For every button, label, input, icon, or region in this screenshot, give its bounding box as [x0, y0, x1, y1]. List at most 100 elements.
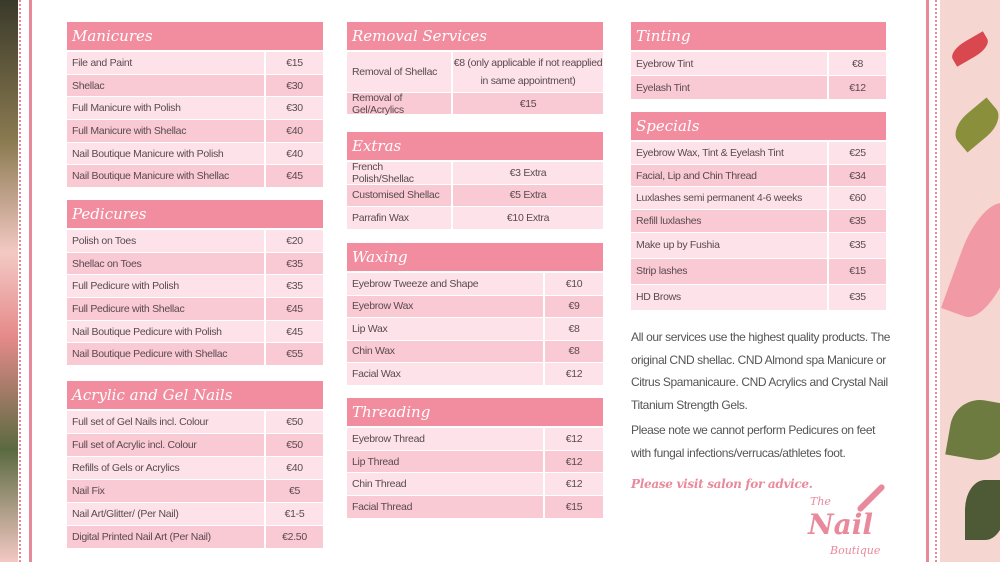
price-row: Facial Wax €12: [347, 363, 603, 385]
price-row: Eyelash Tint €12: [631, 76, 886, 99]
service-price: €8: [851, 57, 864, 70]
service-name: Nail Boutique Pedicure with Shellac: [67, 343, 266, 366]
service-price: €25: [849, 146, 866, 159]
service-name: Eyebrow Wax, Tint & Eyelash Tint: [631, 142, 829, 164]
price-row: Chin Wax €8: [347, 340, 603, 362]
price-row: Eyebrow Wax, Tint & Eyelash Tint €25: [631, 142, 886, 164]
price-row: Removal of Shellac €8 (only applicable if…: [347, 52, 603, 92]
price-row: Eyebrow Tint €8: [631, 52, 886, 75]
section-title: Extras: [347, 132, 603, 160]
price-row: Full Manicure with Polish €30: [67, 97, 323, 120]
service-price: €15: [565, 500, 583, 513]
service-price: €15: [286, 56, 303, 69]
price-row: Eyebrow Thread €12: [347, 428, 603, 450]
price-row: Digital Printed Nail Art (Per Nail) €2.50: [67, 526, 323, 548]
service-name: Full Pedicure with Polish: [67, 275, 266, 298]
service-price: €12: [565, 455, 583, 468]
service-name: Facial, Lip and Chin Thread: [631, 164, 829, 187]
price-row: Nail Boutique Pedicure with Shellac €55: [67, 343, 323, 366]
service-name: Chin Wax: [347, 340, 545, 362]
service-price: €8: [568, 322, 580, 335]
service-price: €12: [565, 367, 583, 380]
price-row: Nail Boutique Pedicure with Polish €45: [67, 320, 323, 343]
service-price: €45: [286, 325, 303, 338]
service-price: €15: [849, 265, 866, 278]
service-price: €1-5: [284, 508, 305, 520]
price-row: File and Paint €15: [67, 52, 323, 74]
service-price: €20: [286, 234, 303, 247]
info-text: All our services use the highest quality…: [631, 326, 891, 467]
section-manicures: Manicures File and Paint €15 Shellac €30 Full…: [67, 22, 323, 188]
price-row: Full set of Acrylic incl. Colour €50: [67, 434, 323, 456]
service-price: €45: [286, 170, 303, 183]
quality-note: All our services use the highest quality…: [631, 330, 890, 412]
logo-nail: Nail: [808, 508, 874, 541]
service-price: €9: [568, 300, 580, 313]
service-name: Customised Shellac: [347, 184, 453, 206]
price-row: Nail Boutique Manicure with Polish €40: [67, 142, 323, 165]
price-row: Full Manicure with Shellac €40: [67, 120, 323, 142]
service-name: Shellac on Toes: [67, 252, 266, 275]
price-row: Make up by Fushia €35: [631, 232, 886, 258]
service-price: €30: [286, 79, 303, 92]
price-row: Shellac on Toes €35: [67, 252, 323, 275]
service-price: €35: [849, 291, 866, 304]
service-name: Shellac: [67, 74, 266, 97]
section-removal: Removal Services Removal of Shellac €8 (on…: [347, 22, 603, 116]
service-name: Facial Thread: [347, 496, 545, 518]
service-price: €35: [286, 280, 303, 293]
section-waxing: Waxing Eyebrow Tweeze and Shape €10 Eyebrow…: [347, 243, 603, 386]
service-price: €5 Extra: [509, 189, 547, 202]
section-title: Tinting: [631, 22, 886, 50]
price-row: Luxlashes semi permanent 4-6 weeks €60: [631, 187, 886, 210]
service-name: Full Manicure with Shellac: [67, 120, 266, 142]
service-name: Full Manicure with Polish: [67, 97, 266, 120]
floral-background-right: [940, 0, 1000, 562]
service-name: Full set of Gel Nails incl. Colour: [67, 411, 266, 433]
price-row: Lip Wax €8: [347, 318, 603, 340]
service-name: Full Pedicure with Shellac: [67, 298, 266, 320]
price-row: Facial, Lip and Chin Thread €34: [631, 164, 886, 187]
section-tinting: Tinting Eyebrow Tint €8 Eyelash Tint €12: [631, 22, 886, 100]
price-row: Lip Thread €12: [347, 450, 603, 473]
service-name: HD Brows: [631, 284, 829, 310]
border-line-right: [926, 0, 929, 562]
price-row: Full Pedicure with Polish €35: [67, 275, 323, 298]
section-title: Waxing: [347, 243, 603, 271]
service-name: Digital Printed Nail Art (Per Nail): [67, 526, 266, 548]
service-name: Facial Wax: [347, 363, 545, 385]
price-row: Parrafin Wax €10 Extra: [347, 207, 603, 229]
service-price: €45: [286, 302, 303, 315]
border-line-left: [29, 0, 32, 562]
section-title: Specials: [631, 112, 886, 140]
section-title: Manicures: [67, 22, 323, 50]
service-name: Nail Art/Glitter/ (Per Nail): [67, 503, 266, 525]
price-row: Shellac €30: [67, 74, 323, 97]
service-name: Eyebrow Thread: [347, 428, 545, 450]
price-row: Eyebrow Wax €9: [347, 295, 603, 317]
logo-the: The: [810, 495, 831, 508]
service-price: €10 Extra: [506, 211, 550, 224]
price-row: Polish on Toes €20: [67, 230, 323, 252]
dotted-border-right: [935, 0, 937, 562]
advice-text: Please visit salon for advice.: [631, 477, 813, 491]
service-price: €40: [286, 124, 303, 137]
service-name: Nail Fix: [67, 480, 266, 502]
service-price: €50: [286, 439, 303, 451]
section-extras: Extras French Polish/Shellac €3 Extra Custo…: [347, 132, 603, 230]
service-price: €40: [286, 147, 303, 160]
logo-boutique: Boutique: [830, 544, 881, 557]
service-name: Nail Boutique Pedicure with Polish: [67, 320, 266, 343]
service-name: Nail Boutique Manicure with Polish: [67, 142, 266, 165]
service-price: €12: [565, 478, 583, 491]
section-specials: Specials Eyebrow Wax, Tint & Eyelash Tint…: [631, 112, 886, 311]
service-name: Polish on Toes: [67, 230, 266, 252]
service-name: Luxlashes semi permanent 4-6 weeks: [631, 187, 829, 210]
service-price: €2.50: [282, 531, 307, 543]
price-row: Eyebrow Tweeze and Shape €10: [347, 273, 603, 295]
service-price: €3 Extra: [509, 166, 547, 179]
section-title: Threading: [347, 398, 603, 426]
service-name: Lip Thread: [347, 450, 545, 473]
price-row: Customised Shellac €5 Extra: [347, 184, 603, 206]
service-price: €8: [568, 345, 580, 358]
